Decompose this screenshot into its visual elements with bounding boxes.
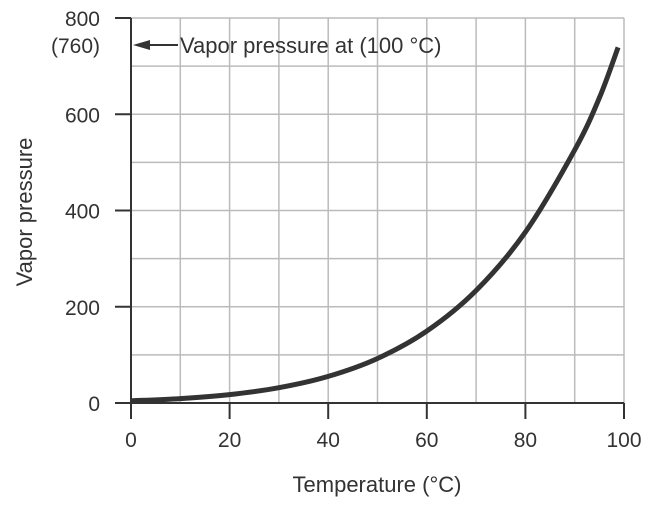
annotation-text: Vapor pressure at (100 °C)	[180, 33, 442, 58]
x-tick-label: 0	[125, 429, 137, 452]
grid	[131, 17, 625, 403]
y-tick-label: 800	[65, 8, 100, 31]
x-axis-label: Temperature (°C)	[293, 472, 462, 497]
x-tick-label: 100	[606, 429, 641, 452]
annotation: Vapor pressure at (100 °C)	[133, 33, 442, 58]
x-tick-label: 40	[317, 429, 340, 452]
y-axis-label: Vapor pressure	[12, 138, 37, 287]
y-tick-label: 600	[65, 104, 100, 127]
x-tick-label: 60	[415, 429, 438, 452]
x-tick-label: 80	[514, 429, 537, 452]
y-tick-label: 200	[65, 297, 100, 320]
y-tick-label: 0	[88, 393, 100, 416]
x-tick-label: 20	[218, 429, 241, 452]
series-line	[130, 46, 621, 404]
annotation-arrowhead-icon	[133, 40, 150, 50]
y-tick-label: 400	[65, 201, 100, 224]
tick-labels: 0 20 40 60 80 100 0 200 400 600 800	[65, 8, 642, 452]
y-tick-extra-label: (760)	[51, 35, 100, 58]
axes	[115, 17, 625, 419]
